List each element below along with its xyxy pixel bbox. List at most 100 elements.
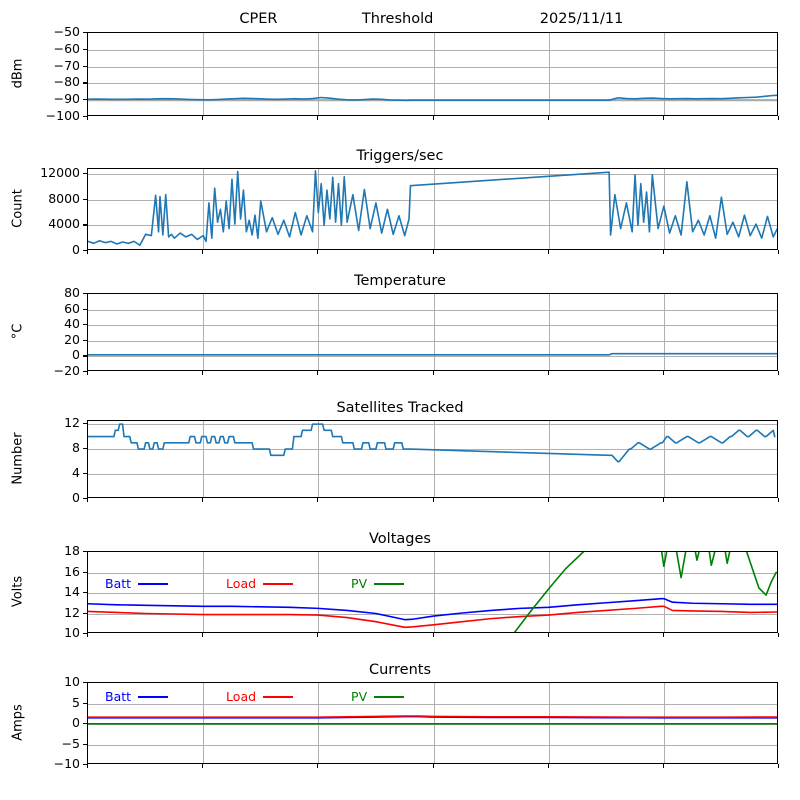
x-tick-mark bbox=[432, 116, 434, 120]
y-tick-label: 10 bbox=[64, 624, 80, 640]
gridline-vertical bbox=[433, 33, 435, 115]
x-tick-mark bbox=[87, 250, 89, 254]
y-tick-label: 0 bbox=[72, 714, 80, 730]
gridline-vertical bbox=[433, 169, 435, 249]
x-tick-mark bbox=[87, 764, 89, 768]
y-tick-mark bbox=[83, 82, 87, 84]
y-tick-label: 4 bbox=[72, 464, 80, 480]
x-tick-mark bbox=[547, 116, 549, 120]
gridline-vertical bbox=[548, 33, 550, 115]
gridline-vertical bbox=[663, 552, 665, 632]
y-tick-mark bbox=[83, 339, 87, 341]
gridline-horizontal bbox=[88, 199, 777, 201]
gridline-horizontal bbox=[88, 174, 777, 176]
y-axis-label: Number bbox=[10, 432, 26, 485]
gridline-horizontal bbox=[88, 613, 777, 615]
y-tick-label: 12 bbox=[64, 414, 80, 430]
series-line-pv bbox=[513, 552, 777, 632]
plot-area bbox=[87, 168, 778, 250]
y-tick-label: 0 bbox=[72, 347, 80, 363]
x-tick-mark bbox=[317, 116, 319, 120]
gridline-horizontal bbox=[88, 83, 777, 85]
x-tick-mark bbox=[432, 250, 434, 254]
y-tick-mark bbox=[83, 682, 87, 684]
y-tick-label: 8 bbox=[72, 439, 80, 455]
x-tick-mark bbox=[87, 116, 89, 120]
panel-title: Triggers/sec bbox=[356, 148, 444, 164]
series-container bbox=[88, 94, 777, 102]
gridline-vertical bbox=[548, 421, 550, 497]
series-container bbox=[88, 352, 777, 356]
suptitle-segment-1: Threshold bbox=[361, 11, 434, 27]
gridline-vertical bbox=[203, 169, 205, 249]
y-tick-mark bbox=[83, 551, 87, 553]
y-tick-mark bbox=[83, 498, 87, 500]
x-tick-mark bbox=[547, 764, 549, 768]
y-tick-label: −80 bbox=[53, 74, 80, 90]
x-tick-mark bbox=[87, 633, 89, 637]
y-tick-mark bbox=[83, 592, 87, 594]
suptitle-segment-0: CPER bbox=[239, 11, 278, 27]
series-line-temperature bbox=[88, 352, 777, 356]
y-tick-label: 10 bbox=[64, 673, 80, 689]
gridline-horizontal bbox=[88, 572, 777, 574]
y-tick-mark bbox=[83, 250, 87, 252]
gridline-vertical bbox=[318, 421, 320, 497]
x-tick-mark bbox=[317, 633, 319, 637]
y-tick-mark bbox=[83, 116, 87, 118]
gridline-vertical bbox=[433, 294, 435, 370]
x-tick-mark bbox=[778, 116, 780, 120]
x-tick-mark bbox=[202, 764, 204, 768]
y-tick-mark bbox=[83, 65, 87, 67]
gridline-vertical bbox=[318, 294, 320, 370]
y-tick-label: 4000 bbox=[48, 216, 80, 232]
x-tick-mark bbox=[317, 371, 319, 375]
x-tick-mark bbox=[202, 498, 204, 502]
x-tick-mark bbox=[778, 371, 780, 375]
y-axis-label: Volts bbox=[10, 575, 26, 608]
y-tick-mark bbox=[83, 32, 87, 34]
plot-area bbox=[87, 551, 778, 633]
gridline-horizontal bbox=[88, 593, 777, 594]
x-tick-mark bbox=[317, 764, 319, 768]
panel-title: Currents bbox=[368, 662, 431, 678]
gridline-vertical bbox=[318, 552, 320, 632]
y-tick-mark bbox=[83, 324, 87, 326]
y-tick-label: −20 bbox=[53, 362, 80, 378]
gridline-vertical bbox=[663, 294, 665, 370]
y-tick-mark bbox=[83, 723, 87, 725]
x-tick-mark bbox=[317, 498, 319, 502]
gridline-horizontal bbox=[88, 703, 777, 705]
x-tick-mark bbox=[317, 250, 319, 254]
y-tick-label: 20 bbox=[64, 331, 80, 347]
y-tick-label: 14 bbox=[64, 583, 80, 599]
series-line-satellites bbox=[88, 423, 776, 463]
y-tick-label: 40 bbox=[64, 315, 80, 331]
y-tick-mark bbox=[83, 764, 87, 766]
plot-area bbox=[87, 32, 778, 116]
gridline-vertical bbox=[548, 294, 550, 370]
x-tick-mark bbox=[432, 633, 434, 637]
y-tick-label: 16 bbox=[64, 563, 80, 579]
y-tick-label: 0 bbox=[72, 489, 80, 505]
y-tick-label: 60 bbox=[64, 300, 80, 316]
series-line-cper bbox=[88, 94, 777, 102]
x-tick-mark bbox=[662, 633, 664, 637]
y-tick-mark bbox=[83, 423, 87, 425]
y-tick-label: −5 bbox=[61, 735, 80, 751]
y-tick-label: 80 bbox=[64, 284, 80, 300]
y-tick-mark bbox=[83, 224, 87, 226]
gridline-horizontal bbox=[88, 325, 777, 327]
gridline-vertical bbox=[318, 33, 320, 115]
y-tick-label: −10 bbox=[53, 755, 80, 771]
gridline-vertical bbox=[433, 552, 435, 632]
x-tick-mark bbox=[662, 371, 664, 375]
gridline-horizontal bbox=[88, 309, 777, 311]
y-tick-mark bbox=[83, 99, 87, 101]
y-tick-label: −60 bbox=[53, 40, 80, 56]
plot-area bbox=[87, 682, 778, 764]
y-axis-label: Count bbox=[10, 189, 26, 228]
gridline-horizontal bbox=[88, 424, 777, 426]
y-tick-label: 12 bbox=[64, 604, 80, 620]
